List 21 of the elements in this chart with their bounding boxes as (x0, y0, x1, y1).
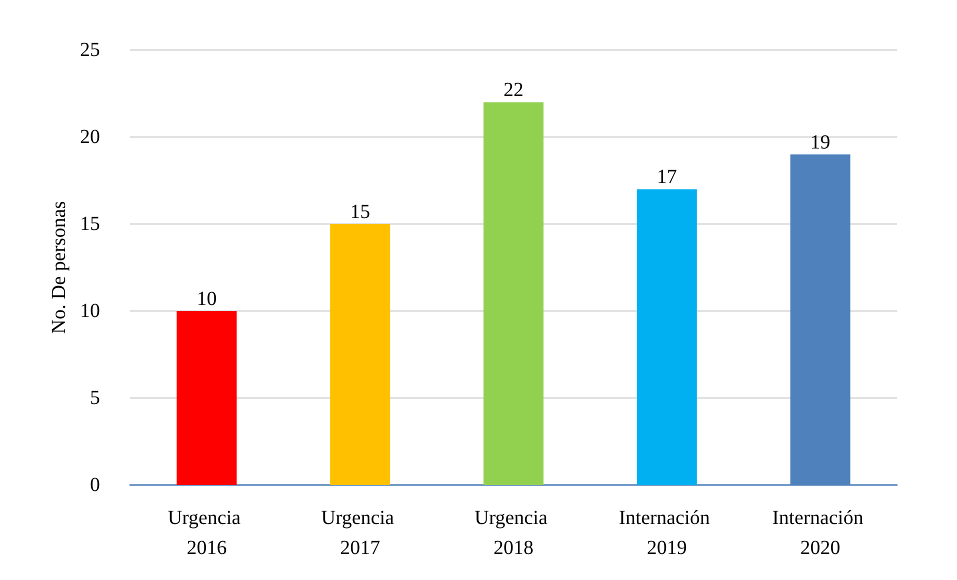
y-tick-label: 20 (80, 126, 100, 148)
y-tick-label: 5 (90, 387, 100, 409)
data-label: 19 (810, 131, 830, 154)
bar (176, 311, 237, 485)
x-tick-label: Urgencia 2018 (474, 507, 552, 559)
data-label: 17 (656, 166, 677, 188)
bar (484, 102, 544, 485)
y-tick-label: 10 (80, 300, 100, 322)
y-tick-label: 15 (80, 213, 100, 235)
x-tick-label: Urgencia 2016 (168, 507, 246, 559)
bar (636, 189, 697, 485)
data-label: 22 (504, 79, 524, 102)
y-tick-label: 0 (90, 474, 100, 496)
x-tick-label: Urgencia 2017 (321, 507, 400, 559)
x-tick-label: Internación 2020 (772, 507, 868, 559)
x-tick-label: Internación 2019 (618, 507, 715, 559)
y-axis-title: No. De personas (48, 200, 70, 334)
data-label: 15 (350, 201, 370, 223)
y-tick-label: 25 (80, 39, 100, 61)
data-label: 10 (196, 288, 217, 310)
bar (330, 224, 390, 485)
